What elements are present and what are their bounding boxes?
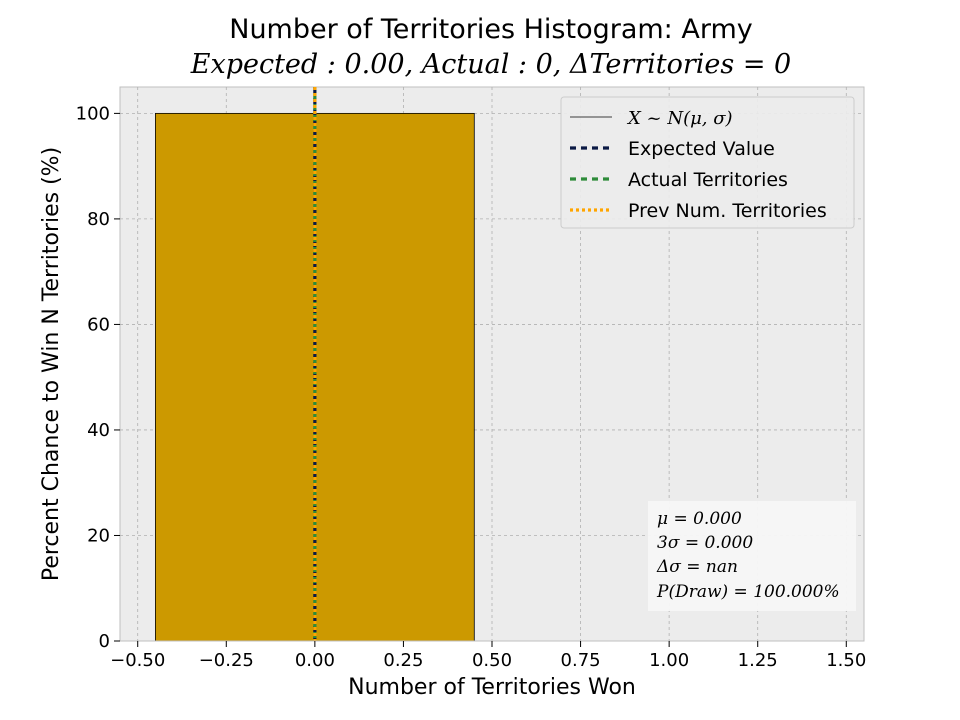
- x-tick-label: 1.50: [826, 650, 866, 671]
- y-tick-label: 0: [99, 631, 110, 652]
- legend-label: Expected Value: [628, 138, 775, 160]
- legend: X ~ N(μ, σ) Expected Value Actual Territor…: [560, 96, 855, 229]
- legend-label: Prev Num. Territories: [628, 200, 827, 222]
- axis-ticks: −0.50 −0.25 0.00 0.25 0.50 0.75 1.00 1.25 1.50 0 2…: [76, 103, 867, 671]
- stats-line-3sigma: 3σ = 0.000: [657, 533, 753, 553]
- x-tick-label: 0.50: [472, 650, 512, 671]
- chart-title: Number of Territories Histogram: Army: [229, 14, 753, 45]
- y-tick-label: 80: [87, 209, 110, 230]
- x-axis-label: Number of Territories Won: [348, 675, 636, 700]
- x-tick-label: −0.50: [110, 650, 165, 671]
- x-tick-label: 0.25: [383, 650, 423, 671]
- stats-box-background: [648, 501, 856, 611]
- stats-line-delta-sigma: Δσ = nan: [656, 557, 738, 577]
- legend-entries: X ~ N(μ, σ) Expected Value Actual Territor…: [570, 108, 827, 222]
- stats-line-p-draw: P(Draw) = 100.000%: [656, 582, 840, 602]
- y-tick-label: 20: [87, 525, 110, 546]
- x-tick-label: 0.00: [295, 650, 335, 671]
- y-tick-label: 60: [87, 314, 110, 335]
- x-tick-label: −0.25: [199, 650, 254, 671]
- x-tick-label: 1.00: [649, 650, 689, 671]
- legend-box: [560, 96, 855, 229]
- legend-label: Actual Territories: [628, 169, 788, 191]
- y-tick-label: 100: [76, 103, 110, 124]
- stats-line-mu: μ = 0.000: [657, 509, 742, 529]
- x-tick-label: 1.25: [738, 650, 778, 671]
- x-tick-label: 0.75: [561, 650, 601, 671]
- chart-subtitle: Expected : 0.00, Actual : 0, ΔTerritorie…: [190, 49, 791, 80]
- legend-label: X ~ N(μ, σ): [626, 108, 733, 129]
- y-tick-label: 40: [87, 420, 110, 441]
- stats-box: μ = 0.000 3σ = 0.000 Δσ = nan P(Draw) = …: [648, 501, 856, 611]
- y-axis-label: Percent Chance to Win N Territories (%): [39, 147, 64, 581]
